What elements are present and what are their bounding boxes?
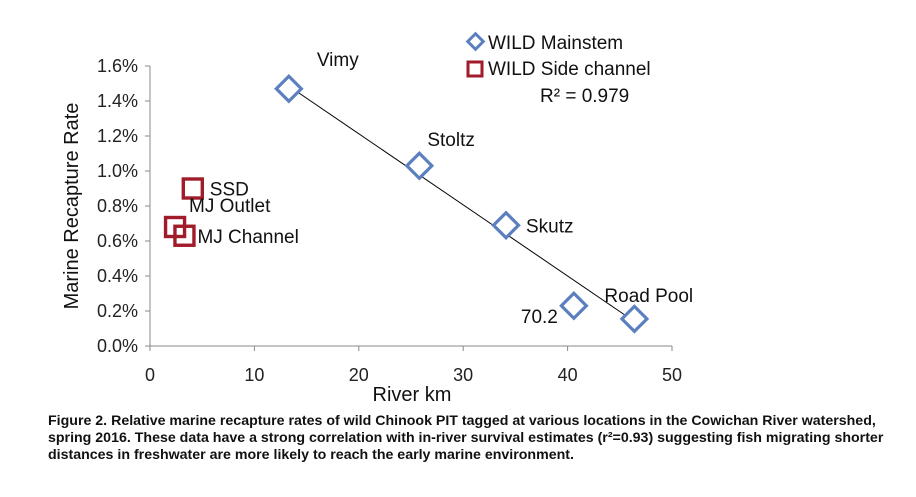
- x-tick-label: 30: [453, 365, 473, 385]
- legend-sidechannel-label: WILD Side channel: [488, 59, 651, 80]
- legend-mainstem-label: WILD Mainstem: [488, 33, 623, 54]
- point-70-2: [559, 290, 589, 321]
- point-label-mj-outlet: MJ Outlet: [189, 196, 271, 217]
- point-label-skutz: Skutz: [526, 216, 574, 237]
- figure-caption: Figure 2. Relative marine recapture rate…: [48, 413, 884, 463]
- y-tick-label: 0.4%: [97, 266, 138, 286]
- legend-sidechannel-marker: [466, 60, 484, 78]
- point-label-vimy: Vimy: [317, 50, 359, 71]
- point-label-mj-channel: MJ Channel: [197, 227, 298, 248]
- x-tick-label: 50: [662, 365, 682, 385]
- point-skutz: [491, 210, 521, 241]
- y-tick-label: 0.2%: [97, 301, 138, 321]
- x-axis-title: River km: [373, 384, 452, 406]
- r-squared-label: R² = 0.979: [540, 86, 629, 107]
- trendline: [288, 85, 635, 322]
- y-tick-label: 1.2%: [97, 126, 138, 146]
- legend-mainstem-marker: [465, 31, 486, 52]
- point-label-ssd: SSD: [210, 180, 249, 201]
- y-tick-label: 1.6%: [97, 56, 138, 76]
- point-mj-channel: [173, 224, 196, 247]
- point-road-pool: [619, 304, 650, 334]
- y-tick-label: 0.0%: [97, 336, 138, 356]
- point-label-road-pool: Road Pool: [604, 286, 693, 307]
- point-ssd: [181, 177, 205, 200]
- point-label-stoltz: Stoltz: [427, 130, 475, 151]
- x-tick-label: 40: [558, 365, 578, 385]
- point-stoltz: [404, 150, 435, 181]
- y-tick-label: 1.4%: [97, 91, 138, 111]
- y-tick-label: 0.6%: [97, 231, 138, 251]
- x-tick-label: 10: [244, 365, 264, 385]
- point-vimy: [274, 73, 304, 104]
- scatter-chart: 0.0% 0.2% 0.4% 0.6% 0.8% 1.0% 1.2% 1.4% 1.6% 0 10…: [61, 31, 693, 406]
- y-axis-title: Marine Recapture Rate: [61, 103, 83, 310]
- x-tick-label: 0: [145, 365, 155, 385]
- x-tick-label: 20: [349, 365, 369, 385]
- y-tick-label: 1.0%: [97, 161, 138, 181]
- legend: WILD Mainstem WILD Side channel R² = 0.9…: [465, 31, 651, 107]
- point-label-70-2: 70.2: [521, 307, 558, 328]
- y-tick-label: 0.8%: [97, 196, 138, 216]
